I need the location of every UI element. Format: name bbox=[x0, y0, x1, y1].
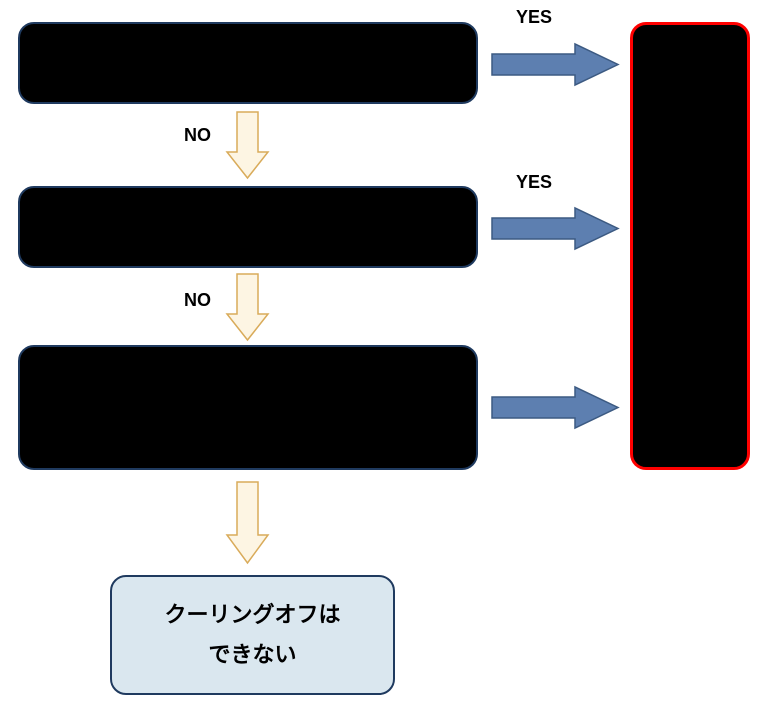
result-text-line1: クーリングオフは bbox=[164, 602, 340, 627]
question-node-2 bbox=[18, 186, 478, 268]
question-node-1 bbox=[18, 22, 478, 104]
no-label-1: NO bbox=[176, 123, 219, 148]
yes-label-2: YES bbox=[508, 170, 560, 195]
arrow-right-3 bbox=[490, 385, 620, 430]
arrow-right-1 bbox=[490, 42, 620, 87]
result-text-line2: できない bbox=[208, 642, 296, 667]
arrow-down-2 bbox=[225, 272, 270, 342]
question-node-3 bbox=[18, 345, 478, 470]
no-label-2: NO bbox=[176, 288, 219, 313]
arrow-down-3 bbox=[225, 480, 270, 565]
side-result-node bbox=[630, 22, 750, 470]
yes-label-1: YES bbox=[508, 5, 560, 30]
arrow-right-2 bbox=[490, 206, 620, 251]
result-node: クーリングオフは できない bbox=[110, 575, 395, 695]
arrow-down-1 bbox=[225, 110, 270, 180]
